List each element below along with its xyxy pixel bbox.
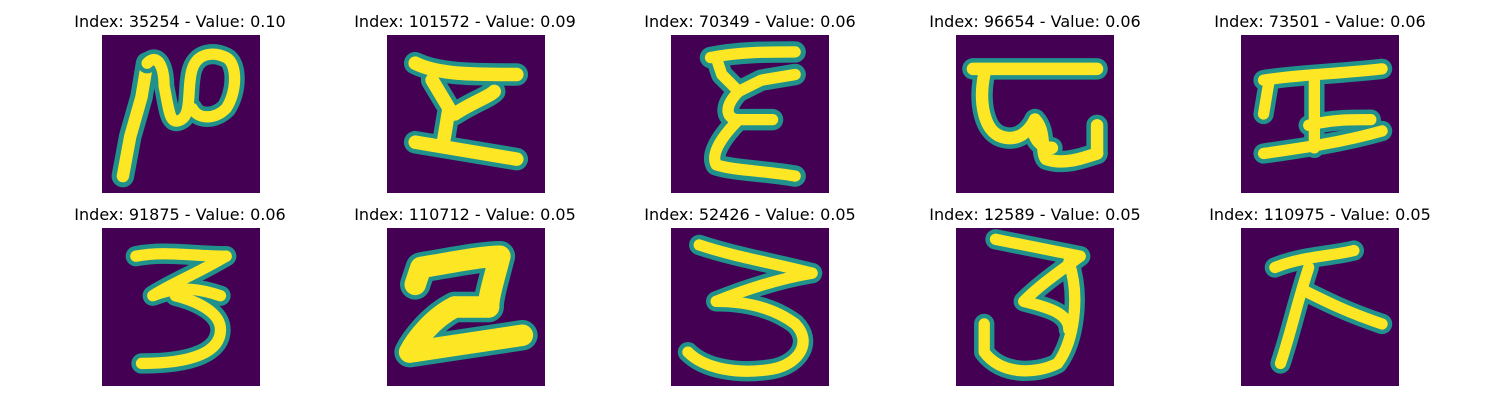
panel-title-6: Index: 91875 - Value: 0.06 (74, 205, 286, 224)
panel-title-2: Index: 101572 - Value: 0.09 (354, 12, 576, 31)
panel-title-10: Index: 110975 - Value: 0.05 (1209, 205, 1431, 224)
glyph-image-10 (1241, 228, 1399, 386)
glyph-image-5 (1241, 35, 1399, 193)
panel-title-1: Index: 35254 - Value: 0.10 (74, 12, 286, 31)
glyph-image-1 (102, 35, 260, 193)
panel-title-9: Index: 12589 - Value: 0.05 (929, 205, 1141, 224)
glyph-image-7 (387, 228, 545, 386)
glyph-image-9 (956, 228, 1114, 386)
panel-title-7: Index: 110712 - Value: 0.05 (354, 205, 576, 224)
panel-title-5: Index: 73501 - Value: 0.06 (1214, 12, 1426, 31)
glyph-image-6 (102, 228, 260, 386)
glyph-image-4 (956, 35, 1114, 193)
glyph-image-8 (671, 228, 829, 386)
glyph-image-3 (671, 35, 829, 193)
panel-title-3: Index: 70349 - Value: 0.06 (644, 12, 856, 31)
panel-title-4: Index: 96654 - Value: 0.06 (929, 12, 1141, 31)
panel-title-8: Index: 52426 - Value: 0.05 (644, 205, 856, 224)
glyph-image-2 (387, 35, 545, 193)
